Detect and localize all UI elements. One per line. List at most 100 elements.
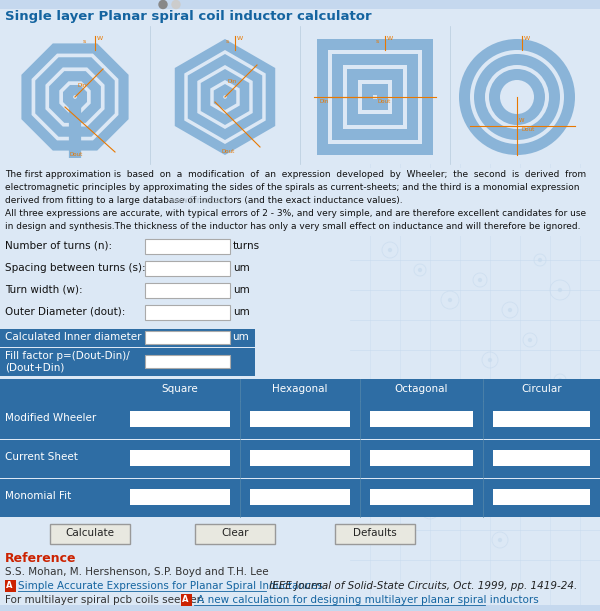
Bar <box>195 524 275 544</box>
Text: The first approximation is  based  on  a  modification  of  an  expression  deve: The first approximation is based on a mo… <box>5 170 586 179</box>
Polygon shape <box>188 54 262 140</box>
Bar <box>250 411 350 427</box>
Circle shape <box>419 398 421 401</box>
Text: Current Sheet: Current Sheet <box>5 452 78 462</box>
Bar <box>145 331 230 344</box>
Bar <box>335 524 415 544</box>
Bar <box>0 26 600 164</box>
Text: in design and synthesis.The thickness of the inductor has only a very small effe: in design and synthesis.The thickness of… <box>5 222 581 231</box>
Text: A: A <box>6 581 13 590</box>
Bar <box>0 479 600 517</box>
Bar <box>370 489 473 505</box>
Text: W: W <box>524 36 530 41</box>
Bar <box>493 489 590 505</box>
Circle shape <box>419 268 421 271</box>
Text: s: s <box>376 39 379 44</box>
Polygon shape <box>343 65 407 129</box>
Circle shape <box>398 478 401 481</box>
Circle shape <box>489 69 545 125</box>
Text: W: W <box>97 36 103 41</box>
Polygon shape <box>63 85 87 109</box>
Bar <box>0 379 600 401</box>
Bar <box>0 9 600 26</box>
Text: For multilayer spiral pcb coils see her:: For multilayer spiral pcb coils see her: <box>5 595 205 605</box>
Bar <box>130 411 230 427</box>
Bar <box>130 489 230 505</box>
Text: IEEE Journal of Solid-State Circuits, Oct. 1999, pp. 1419-24.: IEEE Journal of Solid-State Circuits, Oc… <box>266 581 577 591</box>
Bar <box>145 239 230 254</box>
Bar <box>370 450 473 466</box>
Circle shape <box>499 538 502 541</box>
Bar <box>0 348 255 376</box>
Circle shape <box>515 95 519 99</box>
Bar <box>0 168 600 236</box>
Text: Square: Square <box>161 384 199 394</box>
Polygon shape <box>332 54 418 140</box>
Bar <box>50 524 130 544</box>
Circle shape <box>159 1 167 9</box>
Text: Single layer Planar spiral coil inductor calculator: Single layer Planar spiral coil inductor… <box>5 10 371 23</box>
Text: Circular: Circular <box>521 384 562 394</box>
Text: s: s <box>226 39 229 44</box>
Polygon shape <box>201 69 249 125</box>
Circle shape <box>559 378 562 381</box>
Circle shape <box>389 249 392 252</box>
Text: Reference: Reference <box>5 552 77 565</box>
Circle shape <box>479 279 482 282</box>
Bar <box>0 440 600 478</box>
Text: Spacing between turns (s):: Spacing between turns (s): <box>5 263 146 273</box>
Text: um: um <box>233 263 250 273</box>
Bar <box>0 401 600 439</box>
Polygon shape <box>347 69 403 125</box>
Circle shape <box>509 409 511 411</box>
Text: Din: Din <box>319 99 328 104</box>
Text: Dout: Dout <box>70 152 83 157</box>
Bar <box>0 478 600 479</box>
Text: Calculated Inner diameter: Calculated Inner diameter <box>5 332 142 342</box>
Bar <box>250 489 350 505</box>
Polygon shape <box>214 84 236 110</box>
Circle shape <box>459 39 575 155</box>
Text: Number of turns (n):: Number of turns (n): <box>5 241 112 251</box>
Text: um: um <box>233 307 250 317</box>
Circle shape <box>428 508 431 511</box>
Text: um: um <box>232 332 249 342</box>
Text: Clear: Clear <box>221 528 249 538</box>
Text: Din: Din <box>228 79 237 84</box>
Polygon shape <box>358 80 392 114</box>
Circle shape <box>539 489 542 491</box>
Bar <box>0 605 600 611</box>
Text: um: um <box>233 285 250 295</box>
Bar <box>5 580 16 592</box>
Text: turns: turns <box>233 241 260 251</box>
Circle shape <box>500 80 534 114</box>
Polygon shape <box>373 95 377 99</box>
Text: Fill factor p=(Dout-Din)/: Fill factor p=(Dout-Din)/ <box>5 351 130 361</box>
Polygon shape <box>35 57 115 137</box>
Circle shape <box>458 428 461 431</box>
Text: W: W <box>519 118 524 123</box>
Polygon shape <box>175 39 275 155</box>
Bar <box>181 594 192 606</box>
Circle shape <box>539 258 542 262</box>
Circle shape <box>470 50 564 144</box>
Text: A: A <box>182 595 188 604</box>
Bar <box>0 0 600 9</box>
Text: Hexagonal: Hexagonal <box>272 384 328 394</box>
Circle shape <box>485 65 549 129</box>
Circle shape <box>569 508 571 511</box>
Text: Dout: Dout <box>377 99 390 104</box>
Polygon shape <box>22 43 128 150</box>
Text: W: W <box>387 36 393 41</box>
Text: A new calculation for designing multilayer planar spiral inductors: A new calculation for designing multilay… <box>194 595 539 605</box>
Polygon shape <box>49 71 101 123</box>
Bar <box>250 450 350 466</box>
Text: Din: Din <box>77 83 86 88</box>
Text: Modified Wheeler: Modified Wheeler <box>5 413 96 423</box>
Text: Simple Accurate Expressions for Planar Spiral Inductances: Simple Accurate Expressions for Planar S… <box>18 581 323 591</box>
Text: S.S. Mohan, M. Hershenson, S.P. Boyd and T.H. Lee: S.S. Mohan, M. Hershenson, S.P. Boyd and… <box>5 567 269 577</box>
Bar <box>145 283 230 298</box>
Text: electromagnetic principles by approximating the sides of the spirals as current-: electromagnetic principles by approximat… <box>5 183 580 192</box>
Text: www.Circuits.dk: www.Circuits.dk <box>169 196 230 205</box>
Circle shape <box>548 448 551 452</box>
